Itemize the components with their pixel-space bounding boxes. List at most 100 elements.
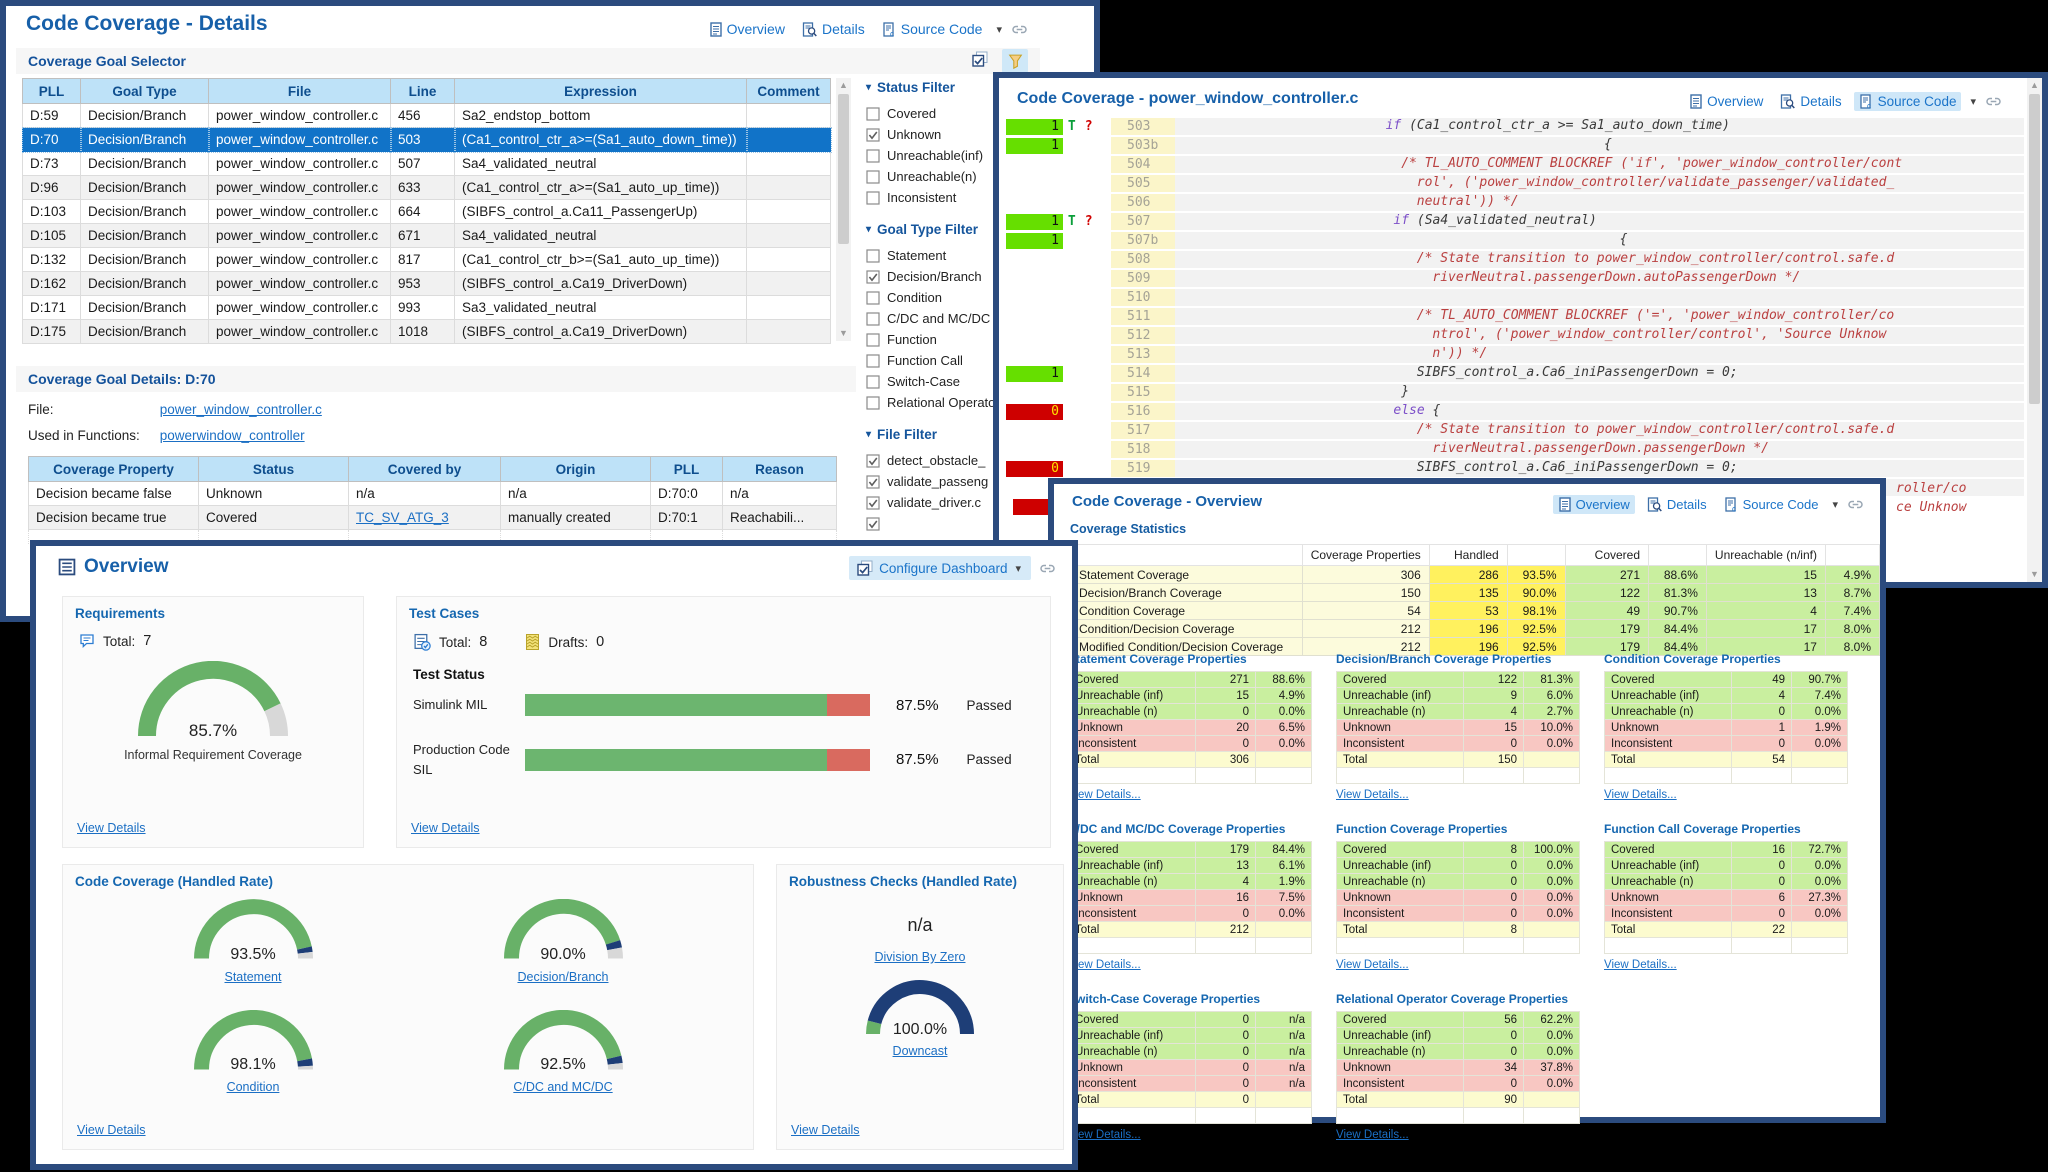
coverage-block[interactable]: 1: [1006, 233, 1063, 249]
checkbox-icon[interactable]: [866, 475, 880, 489]
checkbox-icon[interactable]: [866, 496, 880, 510]
view-link-details[interactable]: Details: [1642, 495, 1712, 514]
functions-link[interactable]: powerwindow_controller: [160, 428, 305, 443]
view-details-link[interactable]: View Details: [77, 1123, 146, 1137]
gauge-label-link[interactable]: Decision/Branch: [408, 970, 718, 984]
view-link-overview[interactable]: Overview: [1553, 495, 1635, 514]
coverage-block[interactable]: 1: [1006, 214, 1063, 230]
checkbox-icon[interactable]: [866, 249, 880, 263]
collapse-triangle-icon[interactable]: ▾: [866, 82, 871, 93]
column-header-expression[interactable]: Expression: [455, 79, 747, 104]
view-details-link[interactable]: View Details...: [1068, 789, 1141, 801]
gauge-label-link[interactable]: Statement: [98, 970, 408, 984]
column-header-pll[interactable]: PLL: [651, 457, 723, 482]
checkbox-icon[interactable]: [866, 191, 880, 205]
filter-item-label: Relational Operator: [887, 395, 1000, 410]
checkbox-icon[interactable]: [866, 333, 880, 347]
table-row[interactable]: D:59Decision/Branchpower_window_controll…: [23, 104, 831, 128]
view-details-link[interactable]: View Details...: [1068, 959, 1141, 971]
view-details-link[interactable]: View Details...: [1604, 959, 1677, 971]
view-details-link[interactable]: View Details: [411, 821, 480, 835]
dropdown-caret-icon[interactable]: ▾: [1830, 498, 1840, 511]
column-header-line[interactable]: Line: [391, 79, 455, 104]
table-row[interactable]: D:96Decision/Branchpower_window_controll…: [23, 176, 831, 200]
column-header-goal-type[interactable]: Goal Type: [81, 79, 209, 104]
source-scrollbar[interactable]: ▲ ▼: [2027, 78, 2042, 582]
table-row[interactable]: Decision became trueCoveredTC_SV_ATG_3ma…: [29, 506, 837, 530]
view-details-link[interactable]: View Details: [791, 1123, 860, 1137]
goal-table-scrollbar[interactable]: ▲ ▼: [836, 78, 851, 341]
collapse-triangle-icon[interactable]: ▾: [866, 429, 871, 440]
view-details-link[interactable]: View Details...: [1336, 789, 1409, 801]
checkbox-icon[interactable]: [866, 454, 880, 468]
scroll-up-icon[interactable]: ▲: [2027, 78, 2042, 93]
table-row[interactable]: D:175Decision/Branchpower_window_control…: [23, 320, 831, 344]
column-header-origin[interactable]: Origin: [501, 457, 651, 482]
checkbox-icon[interactable]: [866, 107, 880, 121]
scroll-down-icon[interactable]: ▼: [836, 326, 851, 341]
view-link-overview[interactable]: Overview: [704, 19, 790, 39]
table-row[interactable]: D:171Decision/Branchpower_window_control…: [23, 296, 831, 320]
view-link-details[interactable]: Details: [797, 19, 870, 39]
checkbox-icon[interactable]: [866, 375, 880, 389]
checkbox-icon[interactable]: [866, 128, 880, 142]
view-link-overview[interactable]: Overview: [1684, 92, 1768, 111]
column-header-pll[interactable]: PLL: [23, 79, 81, 104]
gauge-label-link[interactable]: Condition: [98, 1080, 408, 1094]
view-link-source_code[interactable]: cSource Code: [1854, 92, 1962, 111]
checkbox-icon[interactable]: [866, 517, 880, 531]
division-by-zero-link[interactable]: Division By Zero: [875, 950, 966, 964]
scrollbar-thumb[interactable]: [2029, 94, 2040, 404]
table-row[interactable]: D:70Decision/Branchpower_window_controll…: [23, 128, 831, 152]
file-link[interactable]: power_window_controller.c: [160, 402, 322, 417]
view-details-link[interactable]: View Details...: [1336, 959, 1409, 971]
checkbox-icon[interactable]: [866, 354, 880, 368]
view-details-link[interactable]: View Details...: [1604, 789, 1677, 801]
column-header-coverage-property[interactable]: Coverage Property: [29, 457, 199, 482]
dropdown-caret-icon[interactable]: ▾: [1968, 95, 1978, 108]
column-header-covered-by[interactable]: Covered by: [349, 457, 501, 482]
permalink-icon[interactable]: [1039, 563, 1056, 574]
table-row[interactable]: D:105Decision/Branchpower_window_control…: [23, 224, 831, 248]
table-row[interactable]: D:162Decision/Branchpower_window_control…: [23, 272, 831, 296]
checkbox-icon[interactable]: [866, 291, 880, 305]
panel-row-label: Covered: [1069, 672, 1196, 688]
coverage-block[interactable]: 0: [1006, 461, 1063, 477]
column-header-status[interactable]: Status: [199, 457, 349, 482]
view-details-link[interactable]: View Details...: [1336, 1129, 1409, 1141]
checkbox-icon[interactable]: [866, 396, 880, 410]
coverage-block[interactable]: 1: [1006, 119, 1063, 135]
scrollbar-thumb[interactable]: [838, 94, 849, 244]
checkbox-icon[interactable]: [866, 312, 880, 326]
column-header-comment[interactable]: Comment: [747, 79, 831, 104]
downcast-link[interactable]: Downcast: [893, 1044, 948, 1058]
view-details-link[interactable]: View Details...: [1068, 1129, 1141, 1141]
coverage-block[interactable]: 0: [1006, 404, 1063, 420]
coverage-block[interactable]: 1: [1006, 366, 1063, 382]
column-header-reason[interactable]: Reason: [723, 457, 837, 482]
scroll-down-icon[interactable]: ▼: [2027, 567, 2042, 582]
coverage-block[interactable]: 1: [1006, 138, 1063, 154]
coverage-block-empty: [1006, 290, 1063, 306]
multi-select-icon[interactable]: [972, 51, 988, 67]
column-header-file[interactable]: File: [209, 79, 391, 104]
table-row[interactable]: D:132Decision/Branchpower_window_control…: [23, 248, 831, 272]
view-link-source_code[interactable]: cSource Code: [1719, 495, 1824, 514]
overview-view-icon: [709, 22, 723, 37]
dropdown-caret-icon[interactable]: ▾: [994, 23, 1004, 36]
test-case-link[interactable]: TC_SV_ATG_3: [356, 510, 449, 525]
checkbox-icon[interactable]: [866, 270, 880, 284]
table-row[interactable]: D:73Decision/Branchpower_window_controll…: [23, 152, 831, 176]
view-details-link[interactable]: View Details: [77, 821, 146, 835]
checkbox-icon[interactable]: [866, 170, 880, 184]
view-link-source_code[interactable]: cSource Code: [877, 19, 988, 39]
checkbox-icon[interactable]: [866, 149, 880, 163]
configure-dashboard-button[interactable]: Configure Dashboard ▾: [849, 556, 1031, 580]
view-link-details[interactable]: Details: [1775, 92, 1846, 111]
dropdown-caret-icon[interactable]: ▾: [1013, 562, 1023, 575]
scroll-up-icon[interactable]: ▲: [836, 78, 851, 93]
table-row[interactable]: D:103Decision/Branchpower_window_control…: [23, 200, 831, 224]
collapse-triangle-icon[interactable]: ▾: [866, 224, 871, 235]
table-row[interactable]: Decision became falseUnknownn/an/aD:70:0…: [29, 482, 837, 506]
gauge-label-link[interactable]: C/DC and MC/DC: [408, 1080, 718, 1094]
